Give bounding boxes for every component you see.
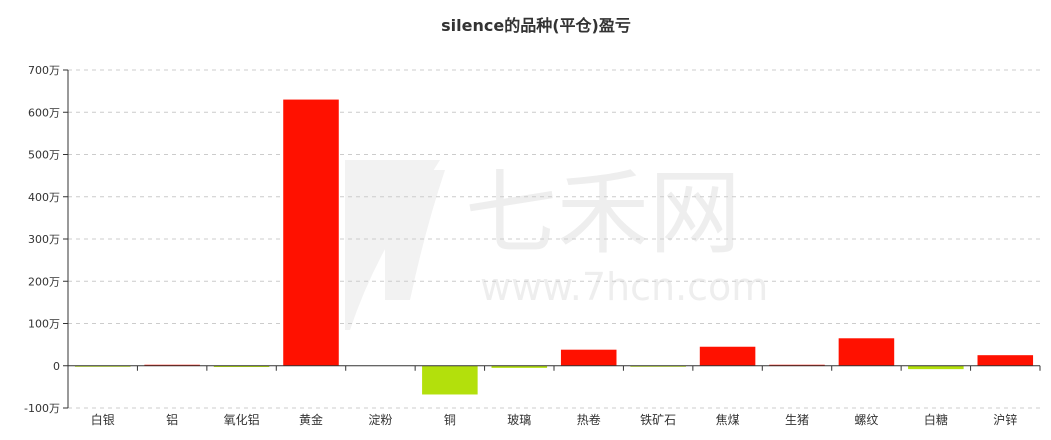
bar-氧化铝[interactable] [213,365,270,368]
y-tick-label: 100万 [28,318,60,331]
y-tick-label: 700万 [28,64,60,77]
bar-热卷[interactable] [560,349,617,366]
chart-title: silence的品种(平仓)盈亏 [441,16,631,35]
y-tick-label: 0 [53,360,60,373]
y-tick-label: -100万 [24,402,60,415]
x-tick-label: 铝 [166,412,178,427]
x-tick-label: 白糖 [924,412,948,427]
bar-焦煤[interactable] [699,346,756,366]
bar-螺纹[interactable] [838,338,895,366]
x-tick-label: 白银 [91,412,115,427]
x-tick-label: 热卷 [577,412,601,427]
x-tick-label: 铁矿石 [640,413,676,427]
y-tick-label: 300万 [28,233,60,246]
x-tick-label: 氧化铝 [224,412,260,427]
x-axis: 白银 铝 氧化铝 黄金 淀粉 铜 玻璃 热卷 铁矿石 焦煤 生猪 螺纹 白糖 沪锌 [67,365,1041,427]
y-tick-label: 500万 [28,149,60,162]
bar-黄金[interactable] [283,99,339,366]
watermark-brand: 七禾网 [465,160,741,267]
y-tick-label: 400万 [28,191,60,204]
bar-layer [74,99,1034,395]
x-tick-label: 螺纹 [854,413,878,427]
watermark-logo-icon [345,160,445,330]
bar-白糖[interactable] [908,365,964,370]
y-tick-label: 600万 [28,106,60,119]
x-tick-label: 玻璃 [507,413,531,427]
bar-沪锌[interactable] [977,355,1034,366]
watermark-url: www.7hcn.com [480,265,768,309]
x-tick-label: 沪锌 [993,413,1017,427]
x-tick-label: 生猪 [785,413,809,427]
x-tick-label: 焦煤 [716,413,740,427]
x-tick-label: 淀粉 [368,413,392,427]
bar-玻璃[interactable] [491,365,548,368]
bar-铜[interactable] [422,365,478,395]
y-tick-label: 200万 [28,275,60,288]
x-tick-label: 黄金 [299,412,323,427]
watermark: 七禾网 www.7hcn.com [345,160,768,330]
grid-layer [68,69,1040,409]
y-axis: -100万 0 100万 200万 300万 400万 500万 600万 700万 [24,64,68,415]
x-tick-label: 铜 [444,412,456,427]
